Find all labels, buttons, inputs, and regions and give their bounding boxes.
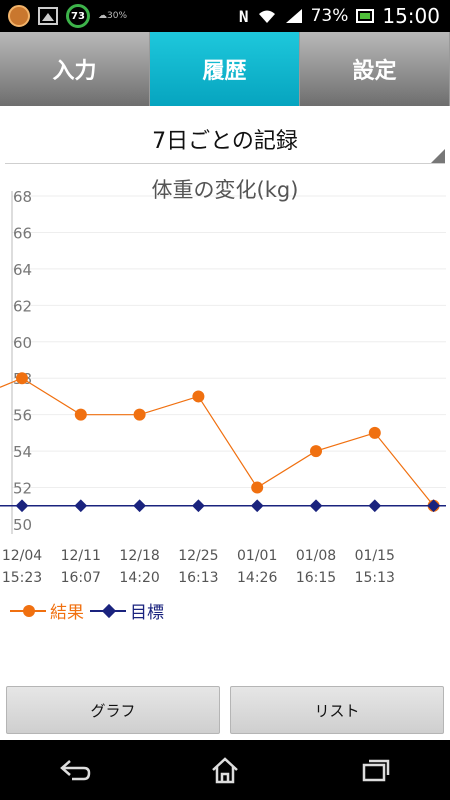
view-toggle: グラフ リスト <box>6 686 444 734</box>
x-tick-label: 16:15 <box>296 570 336 586</box>
data-point-goal <box>15 499 29 513</box>
x-tick-label: 14:20 <box>119 570 159 586</box>
data-point-goal <box>250 499 264 513</box>
data-point-result <box>133 408 146 421</box>
data-point-result <box>74 408 87 421</box>
data-point-result <box>192 390 205 403</box>
gallery-icon <box>38 7 58 25</box>
weather-text: 30% <box>107 10 128 21</box>
x-tick-label: 01/15 <box>355 548 395 564</box>
chart-legend: 結果 目標 <box>10 598 164 623</box>
signal-icon <box>285 8 303 24</box>
y-tick-label: 66 <box>13 224 32 242</box>
data-point-result <box>251 481 264 494</box>
graph-button[interactable]: グラフ <box>6 686 220 734</box>
data-point-result <box>16 372 28 385</box>
x-tick-label: 15:13 <box>355 570 395 586</box>
y-tick-label: 54 <box>13 443 32 461</box>
y-tick-label: 50 <box>13 516 32 534</box>
app-icon <box>8 5 30 27</box>
x-tick-label: 12/25 <box>178 548 218 564</box>
y-tick-label: 68 <box>13 188 32 206</box>
tab-history[interactable]: 履歴 <box>150 32 300 106</box>
data-point-result <box>310 445 322 458</box>
wifi-icon <box>257 8 277 24</box>
x-tick-label: 12/04 <box>2 548 42 564</box>
legend-item-result: 結果 <box>10 598 84 623</box>
battery-icon <box>356 9 375 23</box>
list-button[interactable]: リスト <box>230 686 444 734</box>
data-point-goal <box>427 499 440 513</box>
badge-icon: 73 <box>66 4 90 28</box>
legend-goal-marker <box>90 603 126 619</box>
period-spinner-label: 7日ごとの記録 <box>152 128 298 154</box>
data-point-result <box>368 426 381 439</box>
y-tick-label: 64 <box>13 261 32 279</box>
nfc-icon: N <box>238 6 249 26</box>
x-tick-label: 12/18 <box>119 548 159 564</box>
data-point-goal <box>74 499 88 513</box>
clock: 15:00 <box>382 4 440 28</box>
data-point-goal <box>368 499 382 513</box>
legend-goal-label: 目標 <box>130 603 164 623</box>
status-bar: 73 ☁ 30% N 73% 15:00 <box>0 0 450 32</box>
spinner-arrow-icon <box>431 149 445 163</box>
legend-item-goal: 目標 <box>90 598 164 623</box>
x-tick-label: 15:23 <box>2 570 42 586</box>
data-point-goal <box>309 499 323 513</box>
chart-canvas: 6866646260585654525012/0415:2312/1116:07… <box>0 188 446 586</box>
tab-settings[interactable]: 設定 <box>300 32 450 106</box>
chart-title: 体重の変化(kg) <box>151 178 299 202</box>
recent-apps-icon[interactable] <box>345 745 405 795</box>
battery-percent: 73% <box>310 6 349 26</box>
x-tick-label: 01/01 <box>237 548 277 564</box>
y-tick-label: 60 <box>13 334 32 352</box>
weight-chart: 6866646260585654525012/0415:2312/1116:07… <box>0 166 450 586</box>
x-tick-label: 12/11 <box>61 548 101 564</box>
x-tick-label: 14:26 <box>237 570 277 586</box>
y-tick-label: 52 <box>13 480 32 498</box>
period-spinner[interactable]: 7日ごとの記録 <box>5 114 445 164</box>
x-tick-label: 16:13 <box>178 570 218 586</box>
data-point-goal <box>133 499 146 513</box>
navigation-bar <box>0 740 450 800</box>
back-icon[interactable] <box>45 745 105 795</box>
y-tick-label: 62 <box>13 297 32 315</box>
series-line-0 <box>0 377 435 507</box>
tab-input[interactable]: 入力 <box>0 32 150 106</box>
x-tick-label: 01/08 <box>296 548 336 564</box>
legend-result-marker <box>10 603 46 619</box>
x-tick-label: 16:07 <box>61 570 101 586</box>
legend-result-label: 結果 <box>50 603 84 623</box>
data-point-goal <box>192 499 205 513</box>
home-icon[interactable] <box>195 745 255 795</box>
weather-icon: ☁ 30% <box>98 10 128 21</box>
y-tick-label: 56 <box>13 407 32 425</box>
tab-bar: 入力 履歴 設定 <box>0 32 450 106</box>
